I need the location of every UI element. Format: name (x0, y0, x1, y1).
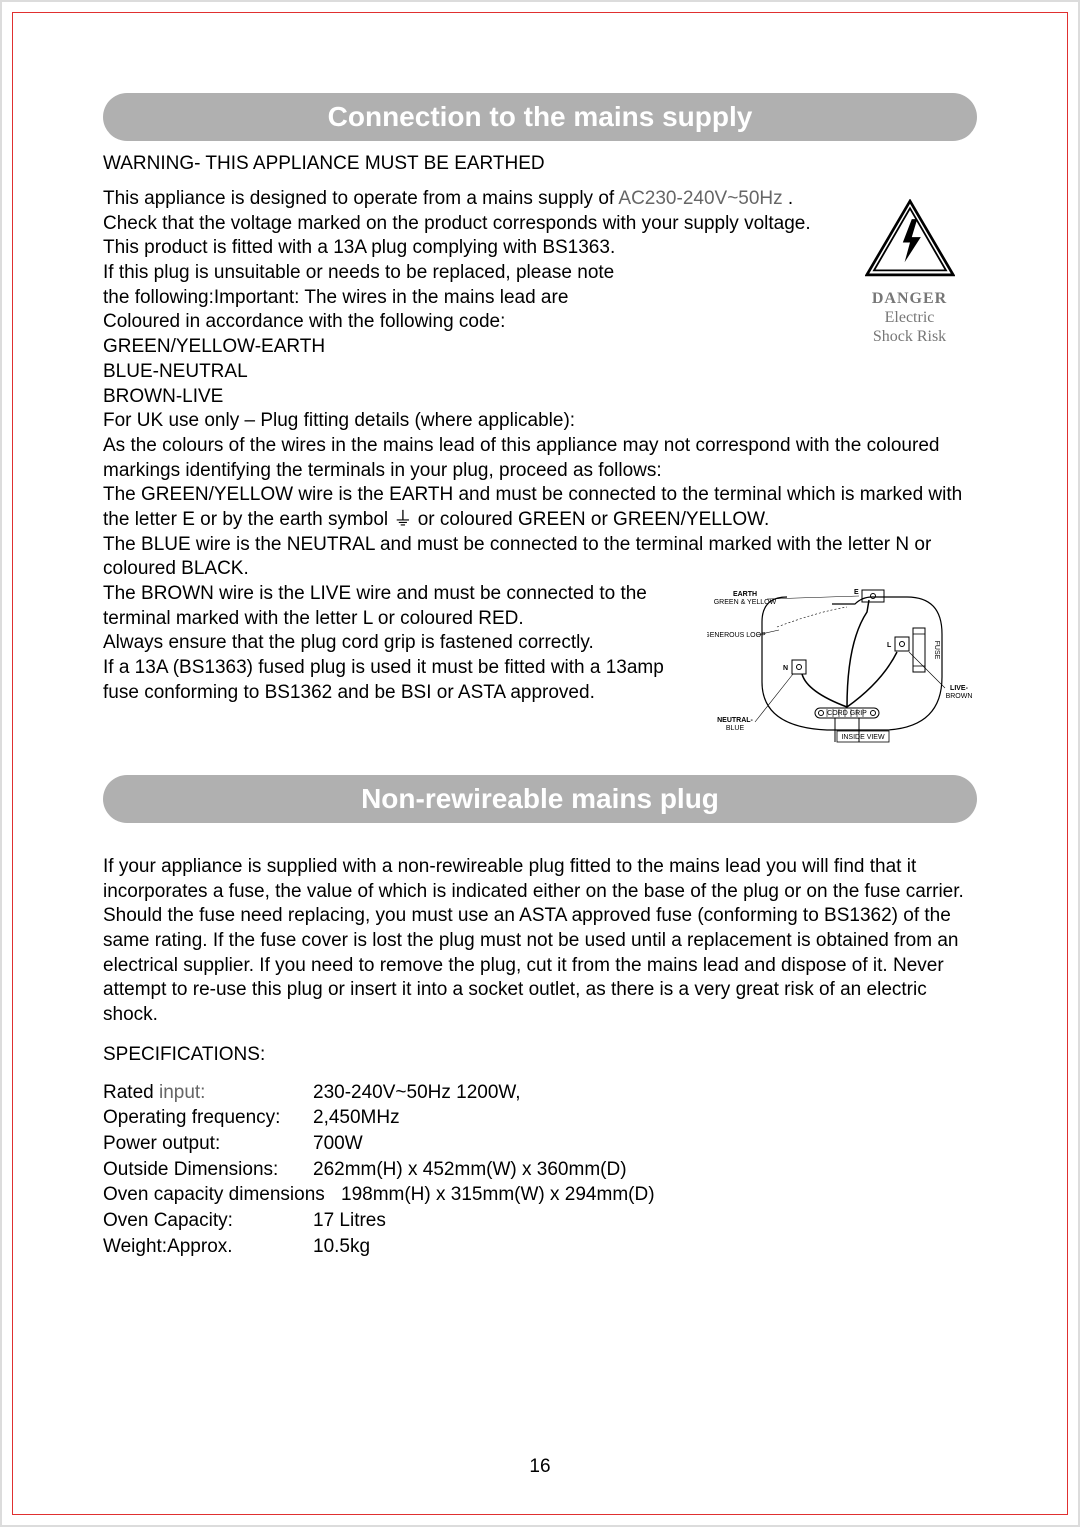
spec-value: 2,450MHz (313, 1105, 400, 1131)
specs-heading: SPECIFICATIONS: (103, 1044, 977, 1066)
s1-lb-2: The GREEN/YELLOW wire is the EARTH and m… (103, 483, 977, 532)
danger-label: DANGER Electric Shock Risk (842, 289, 977, 347)
spec-label-muted: input: (154, 1082, 206, 1103)
page-outer: Connection to the mains supply WARNING- … (0, 0, 1080, 1527)
warning-line: WARNING- THIS APPLIANCE MUST BE EARTHED (103, 153, 977, 175)
s1-la-6: BROWN-LIVE (103, 385, 977, 410)
danger-line1: DANGER (842, 289, 977, 308)
svg-text:CORD GRIP: CORD GRIP (827, 710, 867, 717)
spec-label: Outside Dimensions: (103, 1157, 313, 1183)
spec-row-weight: Weight:Approx. 10.5kg (103, 1234, 977, 1260)
spec-label: Rated input: (103, 1080, 313, 1106)
spec-row-freq: Operating frequency: 2,450MHz (103, 1105, 977, 1131)
spec-value: 700W (313, 1131, 363, 1157)
svg-text:BROWN: BROWN (946, 693, 973, 700)
content-flow: Connection to the mains supply WARNING- … (103, 93, 977, 1259)
section2-header: Non-rewireable mains plug (103, 775, 977, 823)
svg-text:INSIDE VIEW: INSIDE VIEW (841, 734, 885, 741)
s1-lb-0: For UK use only – Plug fitting details (… (103, 409, 977, 434)
spec-row-capacity: Oven Capacity: 17 Litres (103, 1208, 977, 1234)
voltage-spec: AC230-240V~50Hz (618, 188, 782, 209)
section1-header: Connection to the mains supply (103, 93, 977, 141)
spec-label: Oven capacity dimensions (103, 1182, 341, 1208)
svg-text:GENEROUS LOOP: GENEROUS LOOP (707, 632, 766, 639)
svg-text:N: N (783, 665, 788, 672)
spec-value: 17 Litres (313, 1208, 386, 1234)
section2-para: If your appliance is supplied with a non… (103, 855, 977, 1028)
spec-row-rated: Rated input: 230-240V~50Hz 1200W, (103, 1080, 977, 1106)
page-inner: Connection to the mains supply WARNING- … (12, 12, 1068, 1515)
section2-body: If your appliance is supplied with a non… (103, 855, 977, 1028)
danger-sign: DANGER Electric Shock Risk (842, 195, 977, 346)
spec-label: Operating frequency: (103, 1105, 313, 1131)
plug-wiring-diagram: EARTH GREEN & YELLOW GENEROUS LOOP NEUTR… (707, 582, 977, 747)
spec-label: Oven Capacity: (103, 1208, 313, 1234)
spec-value: 262mm(H) x 452mm(W) x 360mm(D) (313, 1157, 627, 1183)
svg-text:L: L (887, 642, 892, 649)
page-number: 16 (529, 1456, 550, 1478)
s1-lb-3: The BLUE wire is the NEUTRAL and must be… (103, 533, 977, 582)
spec-row-capacity-dim: Oven capacity dimensions 198mm(H) x 315m… (103, 1182, 977, 1208)
spec-value: 230-240V~50Hz 1200W, (313, 1080, 521, 1106)
s1-la-5: BLUE-NEUTRAL (103, 360, 977, 385)
danger-line2: Electric (842, 308, 977, 327)
svg-text:E: E (854, 589, 859, 596)
svg-text:GREEN & YELLOW: GREEN & YELLOW (714, 599, 777, 606)
section2-title: Non-rewireable mains plug (361, 783, 719, 814)
danger-triangle-icon (865, 199, 955, 277)
s1-lb-1: As the colours of the wires in the mains… (103, 434, 977, 483)
spec-row-outside: Outside Dimensions: 262mm(H) x 452mm(W) … (103, 1157, 977, 1183)
svg-text:FUSE: FUSE (933, 641, 940, 660)
specs-table: Rated input: 230-240V~50Hz 1200W, Operat… (103, 1080, 977, 1259)
spec-label: Power output: (103, 1131, 313, 1157)
svg-text:BLUE: BLUE (726, 725, 745, 732)
svg-text:LIVE-: LIVE- (950, 685, 969, 692)
svg-text:NEUTRAL-: NEUTRAL- (717, 717, 753, 724)
section1-title: Connection to the mains supply (328, 101, 753, 132)
svg-text:EARTH: EARTH (733, 591, 757, 598)
spec-label-pre: Rated (103, 1082, 154, 1103)
section1-body: DANGER Electric Shock Risk This applianc… (103, 187, 977, 755)
spec-value: 10.5kg (313, 1234, 370, 1260)
spec-label: Weight:Approx. (103, 1234, 313, 1260)
para-pre: This appliance is designed to operate fr… (103, 188, 618, 209)
spec-row-power: Power output: 700W (103, 1131, 977, 1157)
danger-line3: Shock Risk (842, 327, 977, 346)
spec-value: 198mm(H) x 315mm(W) x 294mm(D) (341, 1182, 655, 1208)
